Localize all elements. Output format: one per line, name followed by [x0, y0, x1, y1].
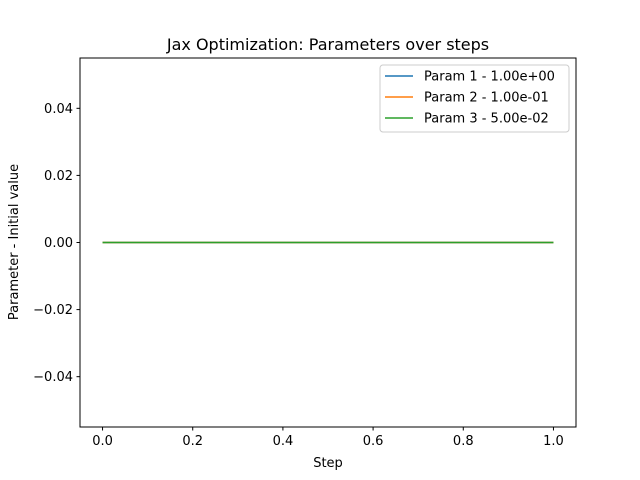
legend-label-2: Param 2 - 1.00e-01	[424, 91, 549, 106]
x-axis-label: Step	[313, 456, 343, 471]
legend-label-3: Param 3 - 5.00e-02	[424, 112, 549, 127]
legend: Param 1 - 1.00e+00 Param 2 - 1.00e-01 Para…	[379, 64, 570, 133]
y-tick-label: 0.00	[44, 236, 73, 251]
y-axis: −0.04 −0.02 0.00 0.02 0.04	[33, 102, 80, 385]
legend-frame	[379, 64, 570, 133]
y-tick-label: −0.02	[33, 303, 73, 318]
chart-title: Jax Optimization: Parameters over steps	[166, 35, 489, 54]
x-tick-label: 0.0	[92, 434, 113, 449]
legend-label-1: Param 1 - 1.00e+00	[424, 70, 555, 85]
y-tick-label: 0.04	[44, 102, 73, 117]
x-tick-label: 0.2	[182, 434, 203, 449]
y-tick-label: −0.04	[33, 370, 73, 385]
x-tick-label: 0.6	[363, 434, 384, 449]
y-tick-label: 0.02	[44, 169, 73, 184]
y-axis-label: Parameter - Initial value	[7, 164, 22, 320]
x-tick-label: 0.4	[273, 434, 294, 449]
x-axis: 0.0 0.2 0.4 0.6 0.8 1.0	[92, 427, 564, 449]
x-tick-label: 0.8	[453, 434, 474, 449]
x-tick-label: 1.0	[543, 434, 564, 449]
